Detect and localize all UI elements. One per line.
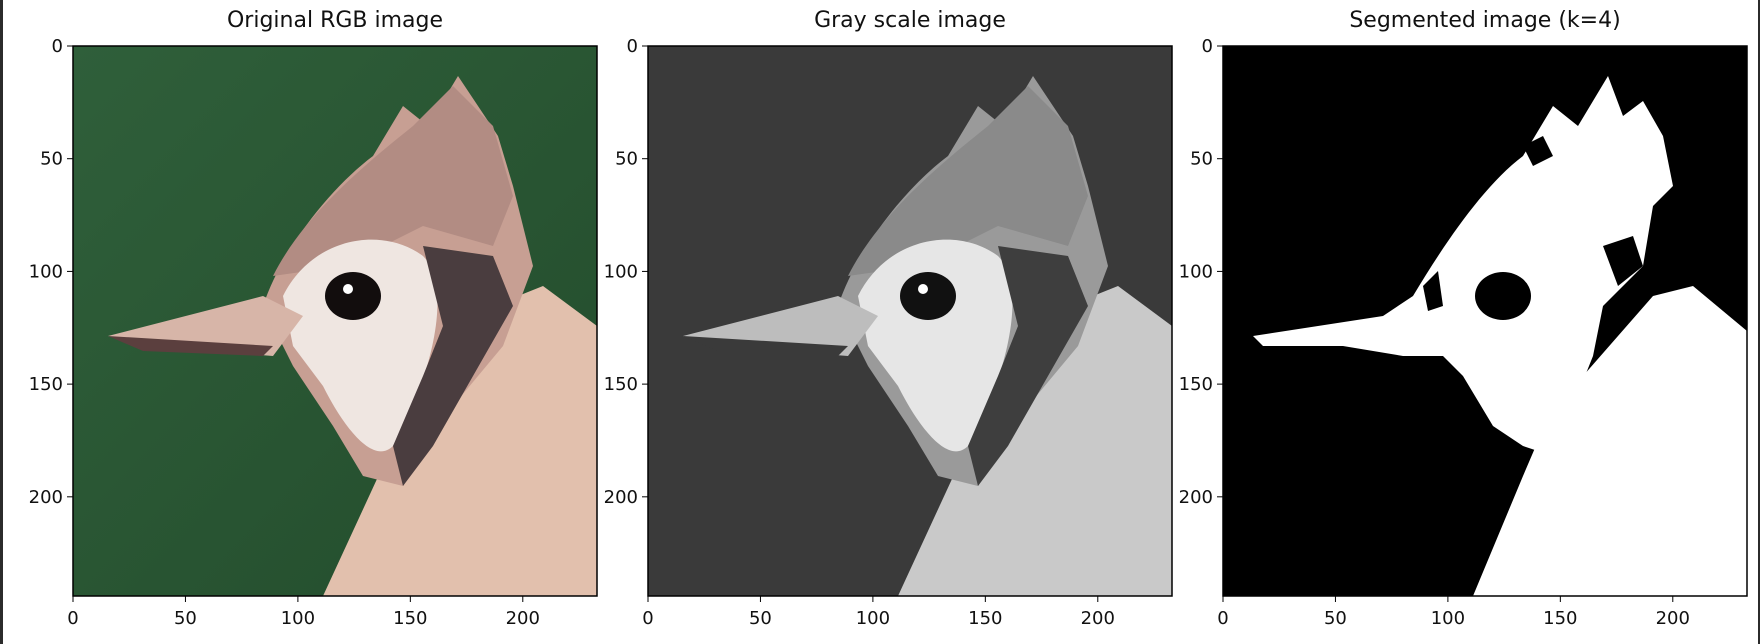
axes-frame-rgb <box>72 45 598 597</box>
axes-frame-gray <box>647 45 1173 597</box>
x-tick-label: 100 <box>856 608 890 629</box>
x-tick-label: 100 <box>281 608 315 629</box>
x-tick-label: 200 <box>1656 608 1690 629</box>
y-tick-label: 100 <box>29 261 63 282</box>
x-tick-label: 200 <box>506 608 540 629</box>
y-tick-label: 150 <box>604 374 638 395</box>
segmented-bird-image <box>1223 46 1747 596</box>
y-tick-label: 150 <box>1179 374 1213 395</box>
y-tick-label: 50 <box>615 149 638 170</box>
segmented-image-panel <box>1223 46 1747 596</box>
axes-overlay: 0 50 100 150 200 0 50 100 150 200 0 50 100 150 200 0 50 1… <box>29 36 1748 629</box>
x-tick-label: 100 <box>1431 608 1465 629</box>
y-tick-label: 150 <box>29 374 63 395</box>
y-tick-label: 0 <box>627 36 638 57</box>
x-tick-label: 0 <box>1217 608 1228 629</box>
rgb-bird-image <box>73 46 597 596</box>
x-tick-label: 0 <box>642 608 653 629</box>
panel-title-gray: Gray scale image <box>814 8 1006 33</box>
y-tick-label: 0 <box>52 36 63 57</box>
panel-title-segmented: Segmented image (k=4) <box>1349 8 1621 33</box>
y-tick-label: 200 <box>604 487 638 508</box>
panel-title-rgb: Original RGB image <box>226 8 444 33</box>
y-tick-label: 200 <box>1179 487 1213 508</box>
y-tick-label: 200 <box>29 487 63 508</box>
y-tick-label: 100 <box>604 261 638 282</box>
y-tick-label: 50 <box>40 149 63 170</box>
x-tick-label: 150 <box>393 608 427 629</box>
gray-bird-image <box>648 46 1172 596</box>
gray-image-panel <box>648 46 1172 596</box>
axes-frame-segmented <box>1222 45 1748 597</box>
x-tick-label: 50 <box>174 608 197 629</box>
y-tick-label: 0 <box>1202 36 1213 57</box>
y-tick-label: 100 <box>1179 261 1213 282</box>
x-tick-label: 50 <box>1324 608 1347 629</box>
figure: Original RGB image <box>3 0 1758 644</box>
x-tick-label: 200 <box>1081 608 1115 629</box>
x-tick-label: 0 <box>67 608 78 629</box>
rgb-image-panel <box>73 46 597 596</box>
x-tick-label: 150 <box>968 608 1002 629</box>
x-tick-label: 150 <box>1543 608 1577 629</box>
x-tick-label: 50 <box>749 608 772 629</box>
y-tick-label: 50 <box>1190 149 1213 170</box>
